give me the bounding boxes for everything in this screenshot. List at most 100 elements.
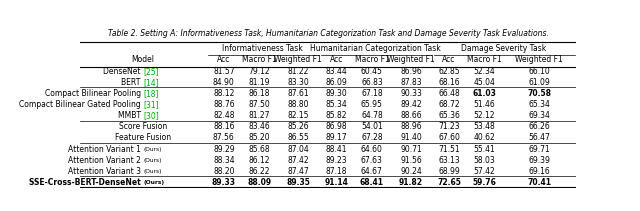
Text: 86.12: 86.12 [248,156,270,165]
Text: Table 2. Setting A: Informativeness Task, Humanitarian Categorization Task and D: Table 2. Setting A: Informativeness Task… [108,29,548,38]
Text: 86.09: 86.09 [326,78,348,87]
Text: 61.09: 61.09 [529,78,550,87]
Text: 90.24: 90.24 [400,167,422,176]
Text: 69.39: 69.39 [529,156,550,165]
Text: 88.80: 88.80 [287,100,309,109]
Text: 91.14: 91.14 [324,178,348,187]
Text: 87.56: 87.56 [213,133,235,142]
Text: SSE-Cross-BERT-DenseNet: SSE-Cross-BERT-DenseNet [29,178,143,187]
Text: 89.23: 89.23 [326,156,348,165]
Text: 68.16: 68.16 [438,78,460,87]
Text: 86.22: 86.22 [248,167,270,176]
Text: MMBT: MMBT [118,111,143,120]
Text: 64.67: 64.67 [361,167,383,176]
Text: 88.34: 88.34 [213,156,235,165]
Text: 66.10: 66.10 [529,67,550,76]
Text: 91.56: 91.56 [400,156,422,165]
Text: 51.46: 51.46 [474,100,495,109]
Text: Model: Model [132,55,155,64]
Text: 86.96: 86.96 [400,67,422,76]
Text: 71.23: 71.23 [438,122,460,131]
Text: 56.47: 56.47 [529,133,550,142]
Text: 57.42: 57.42 [474,167,495,176]
Text: 91.82: 91.82 [399,178,423,187]
Text: 60.45: 60.45 [361,67,383,76]
Text: 87.42: 87.42 [287,156,309,165]
Text: 66.83: 66.83 [361,78,383,87]
Text: [25]: [25] [143,67,159,76]
Text: 81.19: 81.19 [248,78,270,87]
Text: 87.47: 87.47 [287,167,309,176]
Text: 88.76: 88.76 [213,100,235,109]
Text: 86.18: 86.18 [248,89,270,98]
Text: 52.34: 52.34 [474,67,495,76]
Text: 89.17: 89.17 [326,133,348,142]
Text: (Ours): (Ours) [143,180,164,185]
Text: 87.61: 87.61 [287,89,309,98]
Text: DenseNet: DenseNet [104,67,143,76]
Text: [30]: [30] [143,111,159,120]
Text: 68.41: 68.41 [360,178,384,187]
Text: 88.16: 88.16 [213,122,235,131]
Text: 83.30: 83.30 [287,78,309,87]
Text: 66.26: 66.26 [529,122,550,131]
Text: 52.12: 52.12 [474,111,495,120]
Text: 88.09: 88.09 [247,178,271,187]
Text: 88.66: 88.66 [400,111,422,120]
Text: 91.40: 91.40 [400,133,422,142]
Text: [18]: [18] [143,89,159,98]
Text: Weighted F1: Weighted F1 [275,55,322,64]
Text: 69.34: 69.34 [529,111,550,120]
Text: 58.03: 58.03 [474,156,495,165]
Text: 85.68: 85.68 [248,145,270,154]
Text: Weighted F1: Weighted F1 [515,55,563,64]
Text: [31]: [31] [143,100,159,109]
Text: Macro F1: Macro F1 [467,55,502,64]
Text: 64.78: 64.78 [361,111,383,120]
Text: 85.34: 85.34 [326,100,348,109]
Text: 59.76: 59.76 [472,178,496,187]
Text: 88.20: 88.20 [213,167,235,176]
Text: Informativeness Task: Informativeness Task [223,44,303,53]
Text: 69.71: 69.71 [529,145,550,154]
Text: 67.63: 67.63 [361,156,383,165]
Text: 82.48: 82.48 [213,111,235,120]
Text: 89.33: 89.33 [212,178,236,187]
Text: 62.85: 62.85 [438,67,460,76]
Text: 86.98: 86.98 [326,122,348,131]
Text: 85.20: 85.20 [248,133,270,142]
Text: 67.18: 67.18 [361,89,383,98]
Text: 55.41: 55.41 [474,145,495,154]
Text: 87.50: 87.50 [248,100,270,109]
Text: 68.72: 68.72 [438,100,460,109]
Text: 67.60: 67.60 [438,133,460,142]
Text: 81.57: 81.57 [213,67,235,76]
Text: 67.28: 67.28 [361,133,383,142]
Text: 65.36: 65.36 [438,111,460,120]
Text: 65.95: 65.95 [361,100,383,109]
Text: 88.96: 88.96 [400,122,422,131]
Text: 68.99: 68.99 [438,167,460,176]
Text: Attention Variant 3: Attention Variant 3 [68,167,143,176]
Text: 54.01: 54.01 [361,122,383,131]
Text: 53.48: 53.48 [474,122,495,131]
Text: 79.12: 79.12 [248,67,270,76]
Text: Acc: Acc [330,55,343,64]
Text: 89.30: 89.30 [326,89,348,98]
Text: Damage Severity Task: Damage Severity Task [461,44,547,53]
Text: 88.12: 88.12 [213,89,234,98]
Text: 69.16: 69.16 [529,167,550,176]
Text: 81.27: 81.27 [248,111,270,120]
Text: 61.03: 61.03 [472,89,496,98]
Text: 82.15: 82.15 [287,111,309,120]
Text: Acc: Acc [442,55,456,64]
Text: BERT: BERT [122,78,143,87]
Text: Weighted F1: Weighted F1 [387,55,435,64]
Text: 45.04: 45.04 [474,78,495,87]
Text: 86.55: 86.55 [287,133,309,142]
Text: 70.58: 70.58 [527,89,551,98]
Text: Feature Fusion: Feature Fusion [115,133,172,142]
Text: Macro F1: Macro F1 [355,55,389,64]
Text: Compact Bilinear Pooling: Compact Bilinear Pooling [45,89,143,98]
Text: 84.90: 84.90 [213,78,235,87]
